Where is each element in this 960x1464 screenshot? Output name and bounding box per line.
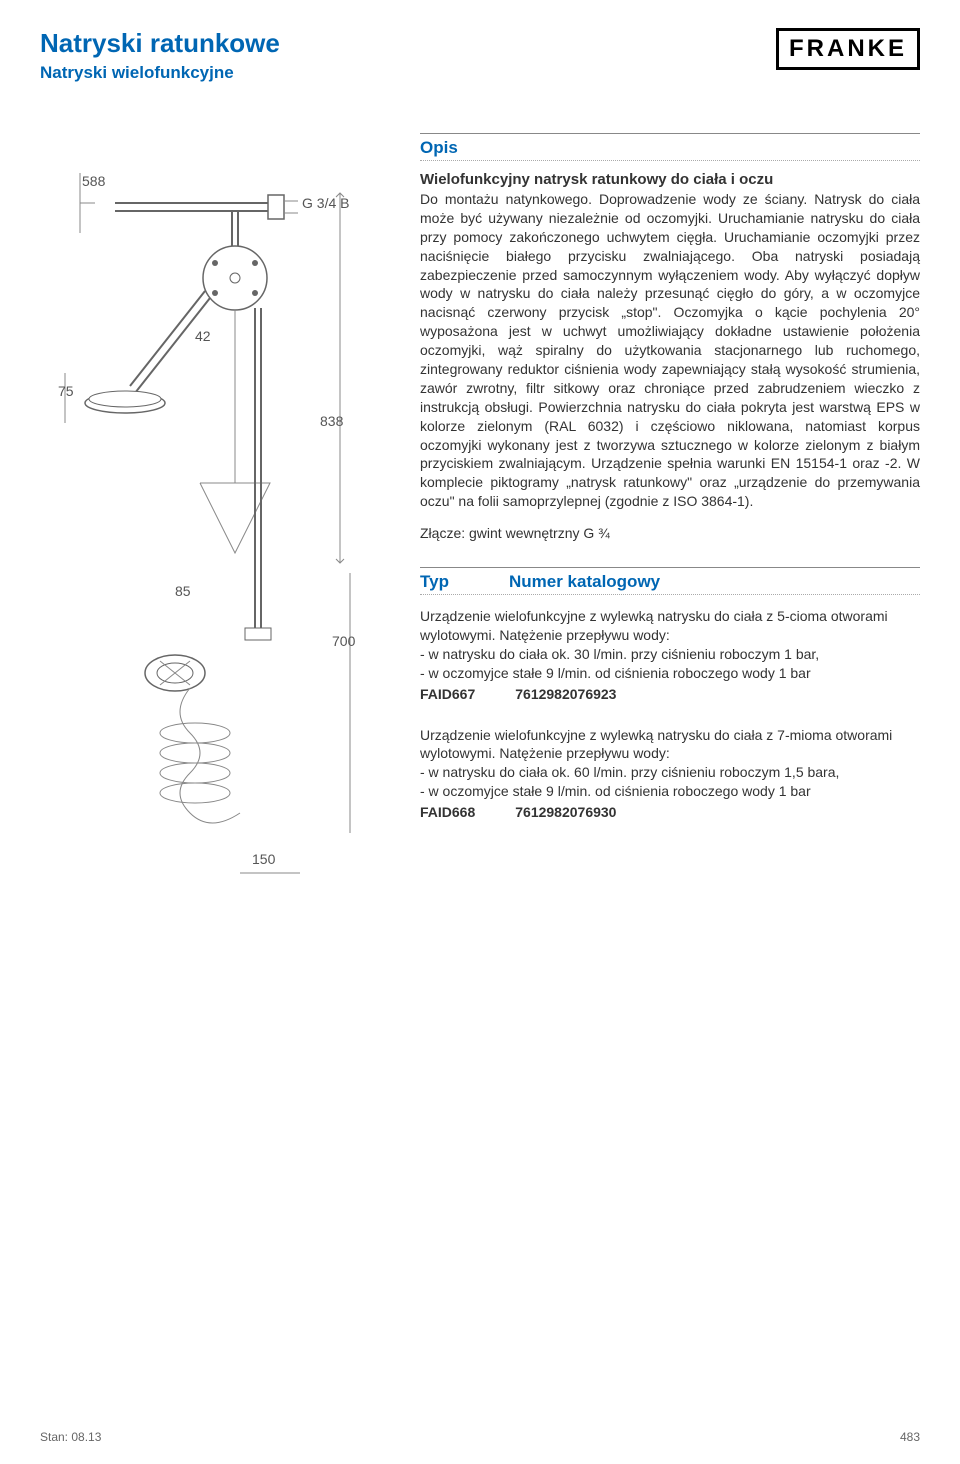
product-1-num: 7612982076923 — [515, 685, 616, 704]
connector-spec: Złącze: gwint wewnętrzny G ¾ — [420, 525, 920, 541]
dim-588: 588 — [82, 173, 105, 189]
dim-150: 150 — [252, 851, 275, 867]
product-2-line2: - w oczomyjce stałe 9 l/min. od ciśnieni… — [420, 782, 920, 801]
diagram-column: 588 75 42 85 G 3/4 B 838 700 150 — [40, 133, 400, 913]
header: Natryski ratunkowe Natryski wielofunkcyj… — [40, 28, 920, 83]
product-2-desc: Urządzenie wielofunkcyjne z wylewką natr… — [420, 726, 920, 764]
typ-col2: Numer katalogowy — [509, 572, 660, 592]
franke-logo: FRANKE — [776, 28, 920, 70]
page-subtitle: Natryski wielofunkcyjne — [40, 63, 280, 83]
product-2-codes: FAID668 7612982076930 — [420, 803, 920, 822]
technical-diagram: 588 75 42 85 G 3/4 B 838 700 150 — [40, 133, 400, 913]
title-block: Natryski ratunkowe Natryski wielofunkcyj… — [40, 28, 280, 83]
product-1-desc: Urządzenie wielofunkcyjne z wylewką natr… — [420, 607, 920, 645]
text-column: Opis Wielofunkcyjny natrysk ratunkowy do… — [420, 133, 920, 913]
main-content: 588 75 42 85 G 3/4 B 838 700 150 Opis Wi… — [40, 133, 920, 913]
product-2-line1: - w natrysku do ciała ok. 60 l/min. przy… — [420, 763, 920, 782]
opis-heading: Opis — [420, 133, 920, 161]
product-2: Urządzenie wielofunkcyjne z wylewką natr… — [420, 726, 920, 822]
product-1-codes: FAID667 7612982076923 — [420, 685, 920, 704]
dim-700: 700 — [332, 633, 355, 649]
footer-page: 483 — [900, 1430, 920, 1444]
dim-85: 85 — [175, 583, 191, 599]
product-1-line1: - w natrysku do ciała ok. 30 l/min. przy… — [420, 645, 920, 664]
product-1: Urządzenie wielofunkcyjne z wylewką natr… — [420, 607, 920, 703]
footer: Stan: 08.13 483 — [40, 1430, 920, 1444]
desc-body: Do montażu natynkowego. Doprowadzenie wo… — [420, 190, 920, 511]
product-2-code: FAID668 — [420, 803, 475, 822]
typ-heading: Typ Numer katalogowy — [420, 567, 920, 595]
product-1-code: FAID667 — [420, 685, 475, 704]
dim-75: 75 — [58, 383, 74, 399]
dim-42: 42 — [195, 328, 211, 344]
product-1-line2: - w oczomyjce stałe 9 l/min. od ciśnieni… — [420, 664, 920, 683]
dim-g34b: G 3/4 B — [302, 195, 349, 211]
typ-col1: Typ — [420, 572, 449, 592]
footer-date: Stan: 08.13 — [40, 1430, 101, 1444]
page-title: Natryski ratunkowe — [40, 28, 280, 59]
desc-title: Wielofunkcyjny natrysk ratunkowy do ciał… — [420, 171, 920, 188]
product-2-num: 7612982076930 — [515, 803, 616, 822]
dim-838: 838 — [320, 413, 343, 429]
diagram-svg — [40, 133, 400, 913]
